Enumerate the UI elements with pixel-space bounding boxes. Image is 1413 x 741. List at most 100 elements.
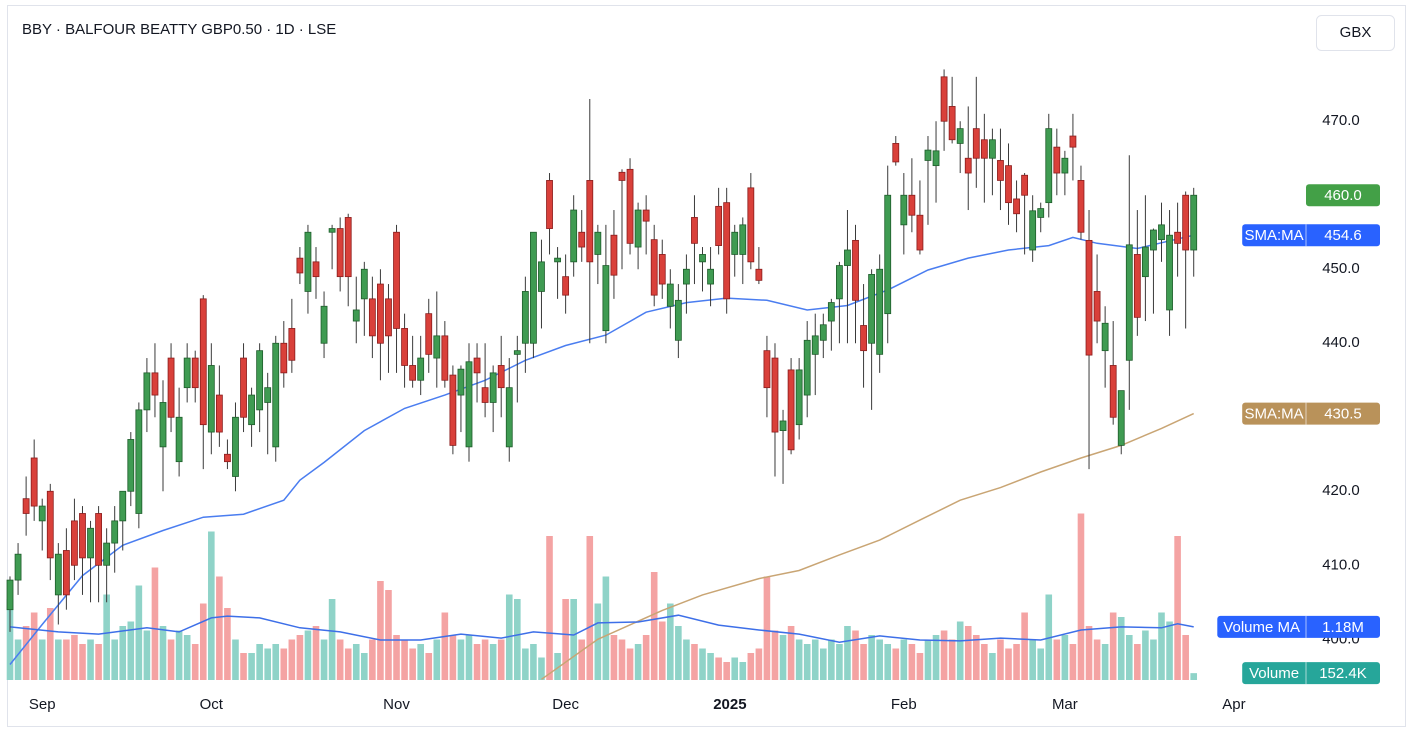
candle-body bbox=[562, 276, 570, 296]
volume-bar bbox=[787, 626, 795, 680]
volume-bar bbox=[30, 612, 38, 680]
candle-body bbox=[908, 194, 916, 216]
x-tick-label: Dec bbox=[552, 696, 579, 713]
volume-bar bbox=[900, 639, 908, 680]
volume-bar bbox=[940, 630, 948, 680]
volume-bar bbox=[972, 635, 980, 680]
candle-body bbox=[819, 324, 827, 341]
candle-body bbox=[30, 457, 38, 507]
candle-body bbox=[385, 298, 392, 337]
candle-body bbox=[940, 76, 948, 122]
candle-body bbox=[103, 542, 111, 566]
volume-bar bbox=[1005, 648, 1012, 680]
volume-bar bbox=[296, 635, 304, 680]
candle-body bbox=[763, 350, 771, 389]
candle-body bbox=[642, 209, 650, 222]
volume-bar bbox=[119, 626, 127, 680]
candle-body bbox=[215, 394, 223, 433]
marker-value: 460.0 bbox=[1324, 187, 1362, 204]
candle-body bbox=[513, 350, 521, 355]
volume-bar bbox=[14, 639, 22, 680]
candle-body bbox=[441, 335, 449, 381]
marker-name: Volume MA bbox=[1223, 619, 1300, 636]
candle-body bbox=[666, 283, 674, 307]
volume-bar bbox=[1013, 644, 1020, 680]
volume-bar bbox=[771, 630, 779, 680]
volume-bar bbox=[634, 644, 642, 680]
volume-bar bbox=[1166, 621, 1173, 680]
volume-bar bbox=[425, 653, 433, 680]
candle-body bbox=[304, 231, 312, 292]
volume-bar bbox=[489, 644, 497, 680]
candle-body bbox=[401, 328, 408, 366]
volume-bar bbox=[578, 639, 586, 680]
candle-body bbox=[465, 361, 473, 448]
candle-body bbox=[755, 268, 763, 281]
x-tick-label: Mar bbox=[1052, 696, 1078, 713]
x-tick-label: Feb bbox=[891, 696, 917, 713]
x-tick-label: Oct bbox=[200, 696, 224, 713]
candle-body bbox=[618, 171, 626, 181]
volume-bar bbox=[1142, 630, 1149, 680]
volume-pane bbox=[6, 513, 1198, 680]
candle-body bbox=[433, 335, 441, 359]
volume-bar bbox=[401, 639, 408, 680]
volume-bar bbox=[828, 639, 835, 680]
candle-body bbox=[1045, 128, 1053, 204]
volume-bar bbox=[844, 626, 851, 680]
indicator-line bbox=[9, 614, 1194, 643]
volume-bar bbox=[675, 626, 682, 680]
indicator-line bbox=[9, 234, 1194, 665]
volume-bar bbox=[135, 585, 143, 680]
candle-body bbox=[280, 342, 288, 374]
candle-body bbox=[715, 205, 723, 246]
currency-button[interactable] bbox=[1316, 15, 1395, 51]
candle-body bbox=[1013, 198, 1020, 215]
candle-body bbox=[586, 180, 594, 263]
volume-bar bbox=[6, 599, 14, 680]
candle-body bbox=[167, 357, 175, 418]
volume-bar bbox=[175, 630, 183, 680]
candle-body bbox=[747, 187, 755, 263]
candle-body bbox=[868, 274, 876, 344]
candle-body bbox=[207, 365, 215, 433]
volume-bar bbox=[618, 639, 626, 680]
candle-body bbox=[199, 298, 207, 426]
candle-body bbox=[924, 149, 932, 161]
volume-bar bbox=[1109, 612, 1117, 680]
volume-bar bbox=[1158, 612, 1165, 680]
volume-bar bbox=[747, 653, 755, 680]
volume-bar bbox=[820, 648, 827, 680]
candle-body bbox=[159, 402, 167, 448]
volume-bar bbox=[248, 653, 255, 680]
candle-body bbox=[1125, 244, 1133, 361]
candle-body bbox=[1077, 180, 1085, 233]
candle-body bbox=[626, 168, 634, 244]
candle-body bbox=[481, 387, 489, 403]
candle-body bbox=[1061, 157, 1069, 174]
candle-body bbox=[1037, 208, 1045, 218]
volume-bar bbox=[497, 639, 505, 680]
candle-body bbox=[674, 299, 682, 341]
currency-label[interactable]: GBX bbox=[1340, 24, 1372, 41]
candle-body bbox=[14, 553, 22, 581]
candle-body bbox=[1182, 194, 1190, 251]
volume-bar bbox=[449, 635, 457, 680]
candle-body bbox=[538, 261, 545, 292]
volume-bar bbox=[723, 662, 730, 680]
candle-body bbox=[409, 365, 417, 381]
volume-bar bbox=[522, 648, 529, 680]
candle-body bbox=[836, 265, 843, 300]
volume-bar bbox=[1061, 635, 1069, 680]
volume-bar bbox=[465, 635, 473, 680]
candle-body bbox=[46, 490, 54, 559]
candle-body bbox=[6, 579, 14, 611]
volume-bar bbox=[948, 639, 956, 680]
candle-body bbox=[473, 357, 481, 374]
volume-bar bbox=[1093, 639, 1101, 680]
candle-body bbox=[135, 409, 143, 514]
candle-body bbox=[151, 372, 159, 396]
volume-bar bbox=[183, 635, 191, 680]
volume-bar bbox=[240, 653, 247, 680]
candle-body bbox=[530, 231, 537, 344]
